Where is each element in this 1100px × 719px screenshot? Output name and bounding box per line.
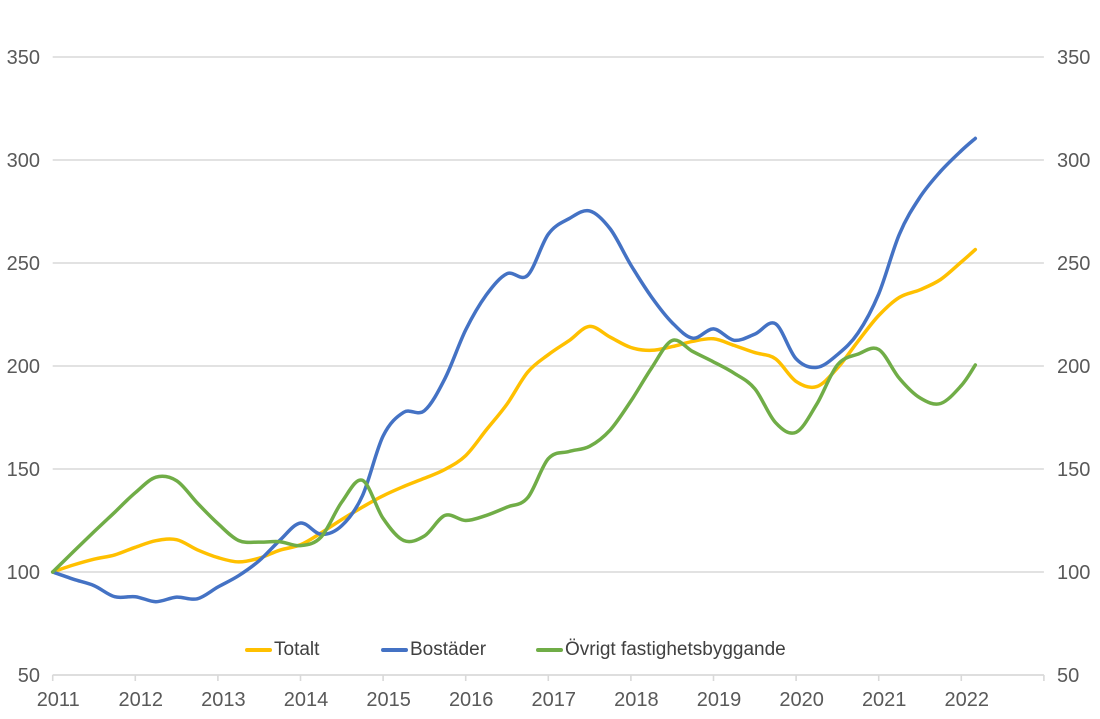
y-label-right-300: 300 <box>1057 150 1090 172</box>
series-lines <box>50 136 978 604</box>
y-label-right-250: 250 <box>1057 253 1090 275</box>
y-label-right-150: 150 <box>1057 459 1090 481</box>
y-label-left-200: 200 <box>7 356 40 378</box>
legend-item-bostader: Bostäder <box>381 637 486 663</box>
legend-item-ovrigt-fastighetsbyggande: Övrigt fastighetsbyggande <box>536 637 786 663</box>
legend-label-bostader: Bostäder <box>410 639 487 660</box>
y-axis-labels-left: 50 100 150 200 250 300 350 <box>7 47 40 687</box>
gridlines <box>52 56 1044 676</box>
y-label-left-100: 100 <box>7 562 40 584</box>
x-label-2013: 2013 <box>201 689 246 711</box>
x-label-2011: 2011 <box>37 689 80 711</box>
x-label-2020: 2020 <box>779 689 824 711</box>
x-label-2015: 2015 <box>366 689 411 711</box>
legend-label-ovrigt: Övrigt fastighetsbyggande <box>565 639 786 660</box>
y-label-left-250: 250 <box>7 253 40 275</box>
x-label-2022: 2022 <box>945 689 990 711</box>
y-label-left-150: 150 <box>7 459 40 481</box>
legend-swatch-totalt <box>245 648 272 652</box>
x-label-2018: 2018 <box>614 689 659 711</box>
y-label-left-50: 50 <box>18 665 40 687</box>
legend-swatch-ovrigt <box>536 648 563 652</box>
legend-label-totalt: Totalt <box>274 639 320 660</box>
x-axis <box>51 674 1045 681</box>
y-label-right-50: 50 <box>1057 665 1079 687</box>
legend-item-totalt: Totalt <box>245 637 319 663</box>
y-label-right-100: 100 <box>1057 562 1090 584</box>
y-label-right-200: 200 <box>1057 356 1090 378</box>
x-label-2017: 2017 <box>532 689 577 711</box>
y-label-left-300: 300 <box>7 150 40 172</box>
x-label-2021: 2021 <box>862 689 907 711</box>
y-label-left-350: 350 <box>7 47 40 69</box>
x-label-2019: 2019 <box>697 689 742 711</box>
x-label-2014: 2014 <box>284 689 329 711</box>
y-axis-labels-right: 50 100 150 200 250 300 350 <box>1057 47 1090 687</box>
series-line-totalt <box>50 247 978 574</box>
legend-swatch-bostader <box>381 648 408 652</box>
x-axis-labels: 2011 2012 2013 2014 2015 2016 2017 2018 2019 2020… <box>37 689 989 711</box>
series-line-bost-der <box>50 136 978 604</box>
x-label-2016: 2016 <box>449 689 494 711</box>
series-line-vrigt-fastighetsbyggande <box>50 338 978 574</box>
chart-legend: Totalt Bostäder Övrigt fastighetsbyggand… <box>0 637 1100 663</box>
y-label-right-350: 350 <box>1057 47 1090 69</box>
x-label-2012: 2012 <box>119 689 164 711</box>
